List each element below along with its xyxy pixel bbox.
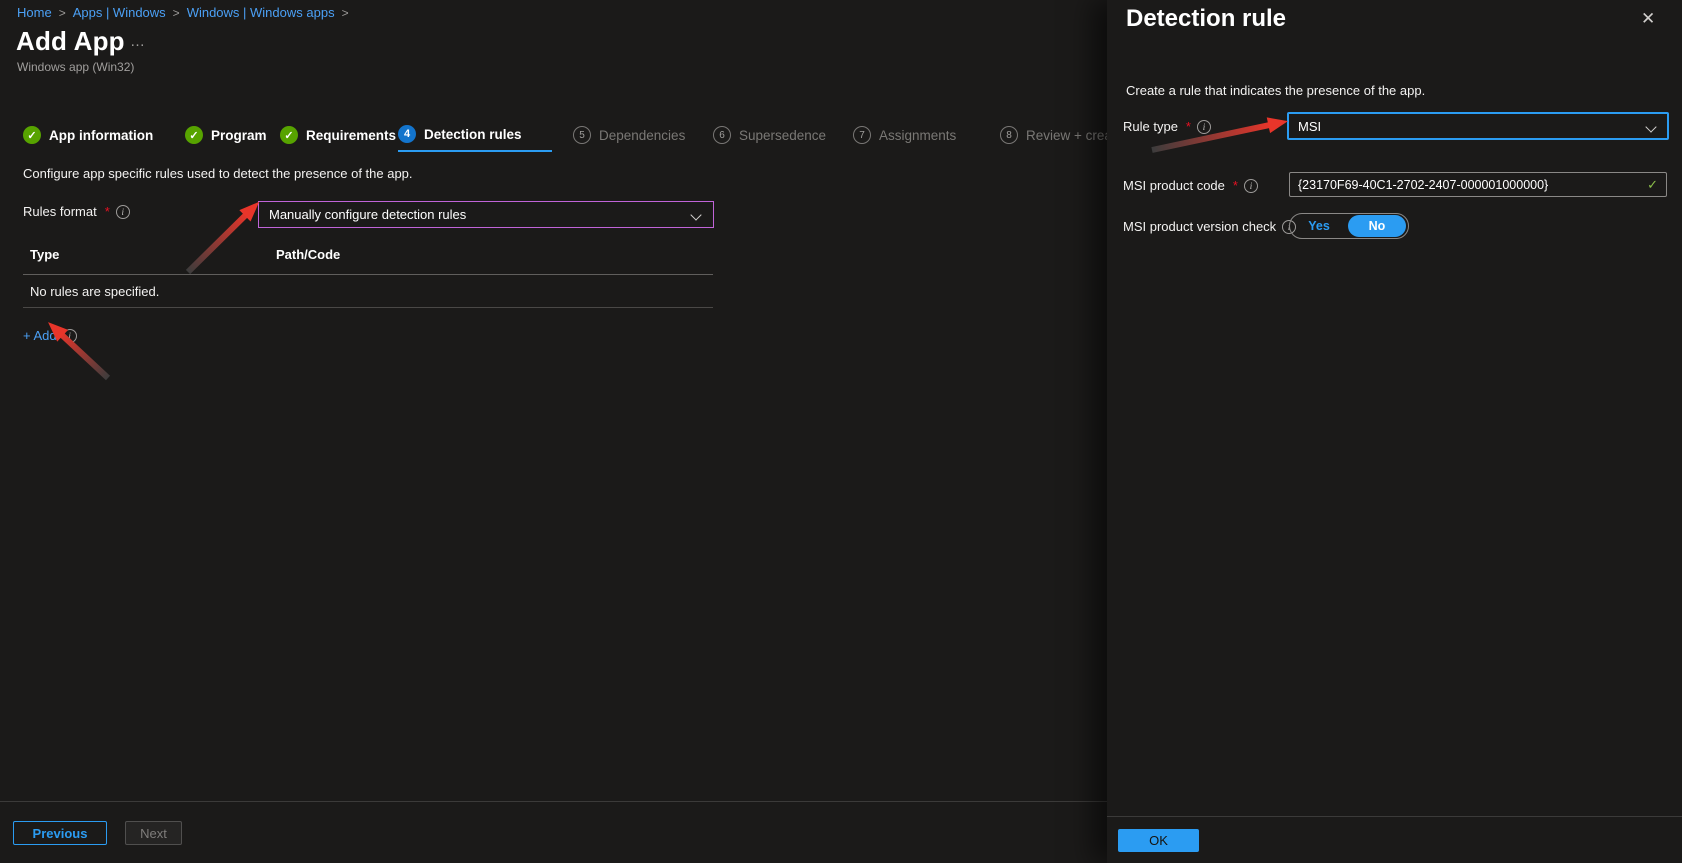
chevron-down-icon xyxy=(1647,121,1658,132)
breadcrumb-separator: > xyxy=(58,6,66,20)
tab-program[interactable]: ✓ Program xyxy=(185,118,267,152)
tab-supersedence[interactable]: 6 Supersedence xyxy=(713,118,826,152)
dropdown-selected-value: MSI xyxy=(1298,118,1322,134)
tab-assignments[interactable]: 7 Assignments xyxy=(853,118,956,152)
panel-description: Create a rule that indicates the presenc… xyxy=(1126,83,1426,98)
ok-button[interactable]: OK xyxy=(1118,829,1199,852)
step-number-badge: 4 xyxy=(398,125,416,143)
next-button-disabled[interactable]: Next xyxy=(125,821,182,845)
page-subtitle: Windows app (Win32) xyxy=(17,60,135,74)
table-header-type: Type xyxy=(30,247,60,262)
tab-app-information[interactable]: ✓ App information xyxy=(23,118,153,152)
detection-rule-panel: Detection rule ✕ Create a rule that indi… xyxy=(1107,0,1682,863)
field-label-text: MSI product version check xyxy=(1123,219,1277,234)
msi-version-check-label: MSI product version check i xyxy=(1123,219,1297,234)
rules-format-label: Rules format * i xyxy=(23,204,130,219)
valid-check-icon: ✓ xyxy=(1647,176,1658,192)
tab-dependencies[interactable]: 5 Dependencies xyxy=(573,118,685,152)
tab-detection-rules[interactable]: 4 Detection rules xyxy=(398,118,552,152)
info-icon[interactable]: i xyxy=(1196,119,1211,134)
panel-title: Detection rule xyxy=(1126,5,1287,32)
annotation-arrow-add-link xyxy=(48,322,111,381)
toggle-option-no-selected[interactable]: No xyxy=(1348,215,1406,237)
required-asterisk: * xyxy=(104,204,110,219)
msi-product-code-input[interactable] xyxy=(1290,177,1648,192)
check-icon: ✓ xyxy=(185,126,203,144)
check-icon: ✓ xyxy=(280,126,298,144)
msi-product-code-field-wrap: ✓ xyxy=(1289,172,1667,197)
field-label-text: Rules format xyxy=(23,204,97,219)
footer-divider xyxy=(0,801,1107,802)
breadcrumb-link-windows-apps[interactable]: Windows | Windows apps xyxy=(186,5,335,20)
tab-requirements[interactable]: ✓ Requirements xyxy=(280,118,396,152)
annotation-arrow-rules-format xyxy=(185,201,260,275)
msi-version-check-toggle[interactable]: Yes No xyxy=(1289,213,1409,239)
rule-type-dropdown[interactable]: MSI xyxy=(1287,112,1669,140)
tab-label: Program xyxy=(211,127,267,143)
table-header-path-code: Path/Code xyxy=(276,247,341,262)
dropdown-selected-value: Manually configure detection rules xyxy=(269,207,467,222)
field-label-text: Rule type xyxy=(1123,119,1178,134)
tab-label: Review + create xyxy=(1026,127,1107,143)
chevron-down-icon xyxy=(692,209,703,220)
section-description: Configure app specific rules used to det… xyxy=(23,166,413,181)
step-number-badge: 5 xyxy=(573,126,591,144)
page-title: Add App xyxy=(16,26,125,56)
tab-label: App information xyxy=(49,127,154,143)
breadcrumb-separator: > xyxy=(341,6,349,20)
table-divider xyxy=(23,274,713,275)
previous-button[interactable]: Previous xyxy=(13,821,107,845)
breadcrumb-link-home[interactable]: Home xyxy=(17,5,52,20)
table-divider xyxy=(23,307,713,308)
msi-product-code-label: MSI product code * i xyxy=(1123,178,1258,193)
close-icon[interactable]: ✕ xyxy=(1641,9,1656,28)
rule-type-label: Rule type * i xyxy=(1123,119,1211,134)
overflow-menu-icon[interactable]: … xyxy=(130,33,147,50)
panel-footer-divider xyxy=(1107,816,1682,817)
table-empty-message: No rules are specified. xyxy=(30,284,160,299)
breadcrumb-link-apps-windows[interactable]: Apps | Windows xyxy=(72,5,166,20)
tab-label: Assignments xyxy=(879,127,957,143)
add-rule-link[interactable]: + Add xyxy=(23,328,57,343)
tab-review-create[interactable]: 8 Review + create xyxy=(1000,118,1107,152)
tab-label: Dependencies xyxy=(599,127,686,143)
tab-label: Supersedence xyxy=(739,127,827,143)
rules-format-dropdown[interactable]: Manually configure detection rules xyxy=(258,201,714,228)
required-asterisk: * xyxy=(1185,119,1191,134)
main-content: Home > Apps | Windows > Windows | Windows ap… xyxy=(0,0,1107,863)
add-rule-row: + Add i xyxy=(23,328,77,343)
annotation-arrow-rule-type xyxy=(1151,117,1288,153)
field-label-text: MSI product code xyxy=(1123,178,1225,193)
tab-label: Requirements xyxy=(306,127,397,143)
tab-label: Detection rules xyxy=(424,126,522,142)
info-icon[interactable]: i xyxy=(1243,178,1258,193)
step-number-badge: 8 xyxy=(1000,126,1018,144)
toggle-option-yes[interactable]: Yes xyxy=(1308,219,1330,233)
step-number-badge: 7 xyxy=(853,126,871,144)
breadcrumb: Home > Apps | Windows > Windows | Windows ap… xyxy=(17,5,356,20)
required-asterisk: * xyxy=(1232,178,1238,193)
info-icon[interactable]: i xyxy=(115,204,130,219)
check-icon: ✓ xyxy=(23,126,41,144)
breadcrumb-separator: > xyxy=(172,6,180,20)
step-number-badge: 6 xyxy=(713,126,731,144)
info-icon[interactable]: i xyxy=(62,328,77,343)
